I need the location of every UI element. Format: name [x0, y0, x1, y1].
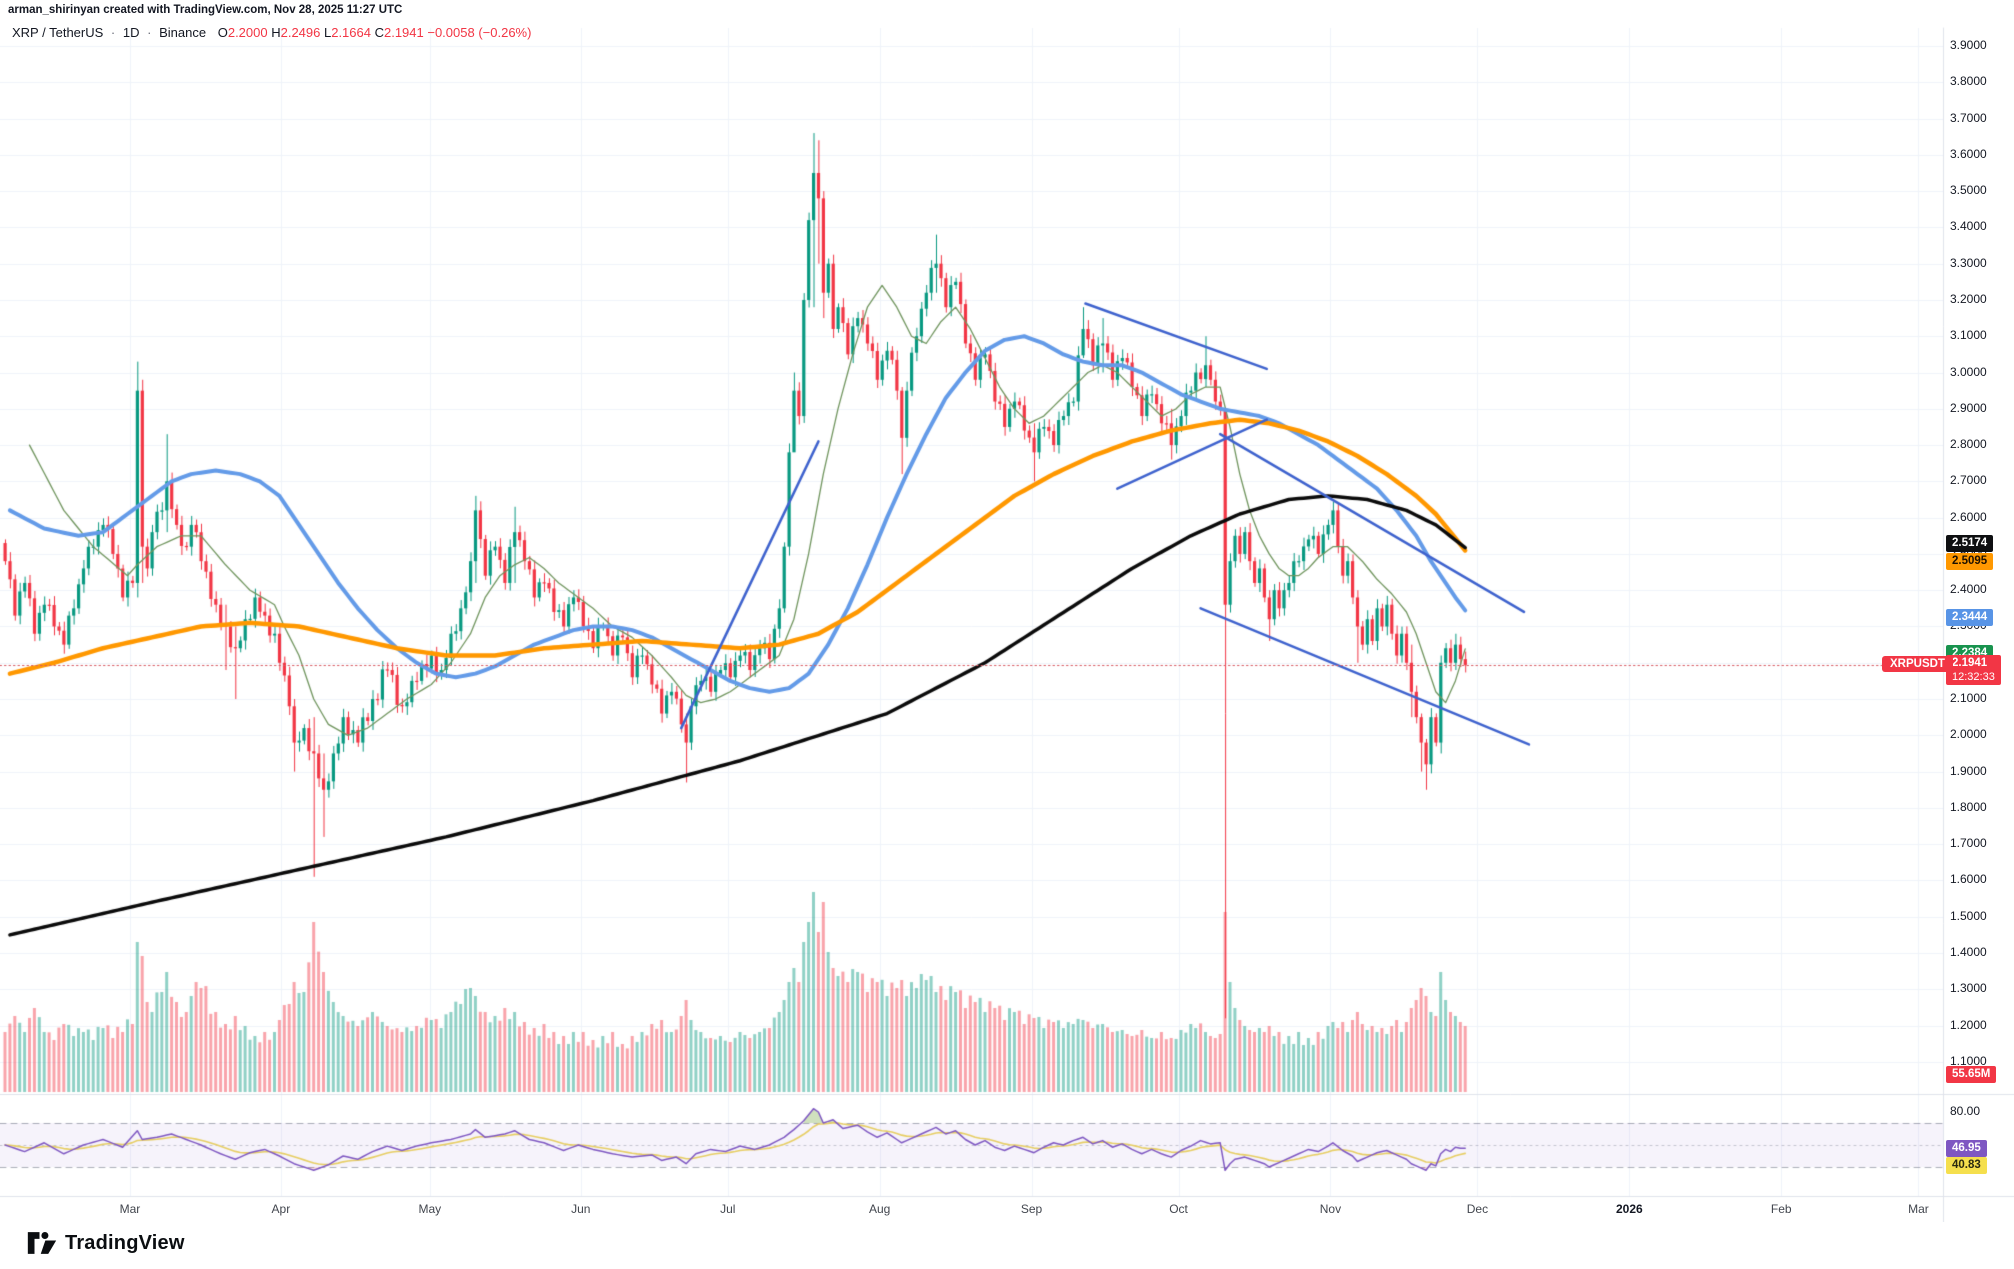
price-marker-chip: 40.83 [1946, 1157, 1987, 1174]
time-axis-month-label: Nov [1319, 1202, 1342, 1216]
time-axis-month-label: Feb [1770, 1202, 1792, 1216]
ohlc-value: 2.1664 [331, 25, 375, 40]
price-tick-label: 2.8000 [1950, 437, 1987, 452]
ohlc-key: L [323, 25, 332, 40]
time-axis-month-label: Mar [1908, 1202, 1929, 1216]
separator-dot: · [147, 25, 152, 40]
price-tick-label: 3.1000 [1950, 328, 1987, 343]
ohlc-value: 2.1941 [383, 25, 428, 40]
price-tick-label: 1.5000 [1950, 908, 1987, 923]
time-axis-month-label: Aug [868, 1202, 891, 1216]
price-marker-chip: 2.5095 [1946, 553, 1994, 570]
ohlc-key: C [374, 25, 384, 40]
price-tick-label: 1.8000 [1950, 799, 1987, 814]
bar-countdown: 12:32:33 [1952, 671, 1995, 683]
symbol-name[interactable]: XRP / TetherUS [12, 25, 104, 40]
symbol-info-bar[interactable]: XRP / TetherUS · 1D · Binance O2.2000 H2… [12, 25, 531, 40]
footer-bar: TradingView [0, 1222, 2014, 1269]
price-tick-label: 1.7000 [1950, 836, 1987, 851]
time-axis-month-label: Dec [1466, 1202, 1489, 1216]
price-tick-label: 1.3000 [1950, 981, 1987, 996]
price-change: −0.0058 (−0.26%) [427, 25, 532, 40]
price-tick-label: 3.5000 [1950, 183, 1987, 198]
price-tick-label: 2.1000 [1950, 691, 1987, 706]
price-marker-chip: 2.1941 12:32:33 [1946, 655, 2001, 685]
price-tick-label: 3.0000 [1950, 364, 1987, 379]
time-axis-month-label: Jun [571, 1202, 591, 1216]
time-axis-year-label: 2026 [1615, 1202, 1643, 1216]
time-axis-month-label: May [418, 1202, 442, 1216]
price-marker-chip: 46.95 [1946, 1140, 1987, 1157]
ohlc-values: O2.2000 H2.2496 L2.1664 C2.1941 [218, 25, 428, 40]
symbol-price-tag: XRPUSDT [1882, 656, 1953, 672]
price-tick-label: 1.2000 [1950, 1017, 1987, 1032]
price-tick-label: 3.3000 [1950, 255, 1987, 270]
time-axis-month-label: Sep [1020, 1202, 1043, 1216]
timeframe-label[interactable]: 1D [122, 25, 140, 40]
time-axis-month-label: Apr [271, 1202, 291, 1216]
tradingview-logo-text: TradingView [65, 1231, 185, 1254]
price-tick-label: 2.6000 [1950, 509, 1987, 524]
price-tick-label: 1.9000 [1950, 763, 1987, 778]
time-axis-month-label: Mar [119, 1202, 141, 1216]
price-tick-label: 2.7000 [1950, 473, 1987, 488]
price-tick-label: 2.0000 [1950, 727, 1987, 742]
time-axis-month-label: Oct [1169, 1202, 1188, 1216]
price-marker-chip: 2.5174 [1946, 535, 1994, 552]
ohlc-key: O [217, 25, 228, 40]
price-tick-label: 3.2000 [1950, 291, 1987, 306]
price-tick-label: 3.9000 [1950, 38, 1987, 52]
ohlc-value: 2.2000 [227, 25, 272, 40]
price-tick-label: 1.6000 [1950, 872, 1987, 887]
price-tick-label: 3.7000 [1950, 110, 1987, 125]
separator-dot: · [110, 25, 116, 40]
price-tick-label: 3.4000 [1950, 219, 1987, 234]
price-marker-chip: 2.3444 [1946, 609, 1994, 626]
indicator-scale-label: 80.00 [1950, 1104, 1981, 1118]
price-chart-canvas[interactable] [0, 0, 2014, 1222]
price-tick-label: 2.9000 [1950, 400, 1987, 415]
price-tick-label: 1.1000 [1950, 1053, 1987, 1068]
price-axis[interactable]: 3.9000 3.8000 3.7000 3.6000 3.5000 3.4000 3.30… [1943, 0, 2014, 1222]
price-tick-label: 3.8000 [1950, 74, 1987, 89]
time-axis[interactable]: Mar Apr May Jun Jul Aug Sep Oct Nov Dec 2026 Feb Mar [0, 1196, 2014, 1222]
time-axis-month-label: Jul [720, 1202, 736, 1216]
price-tick-label: 1.4000 [1950, 945, 1987, 959]
ohlc-key: H [271, 25, 281, 40]
price-marker-chip: 55.65M [1946, 1066, 1997, 1083]
tradingview-logo[interactable]: TradingView [27, 1230, 185, 1256]
tradingview-logo-icon [27, 1232, 57, 1254]
ohlc-value: 2.2496 [280, 25, 324, 40]
attribution-text: arman_shirinyan created with TradingView… [8, 4, 403, 16]
price-tick-label: 2.4000 [1950, 582, 1987, 597]
price-tick-label: 3.6000 [1950, 146, 1987, 161]
exchange-label[interactable]: Binance [159, 25, 207, 40]
